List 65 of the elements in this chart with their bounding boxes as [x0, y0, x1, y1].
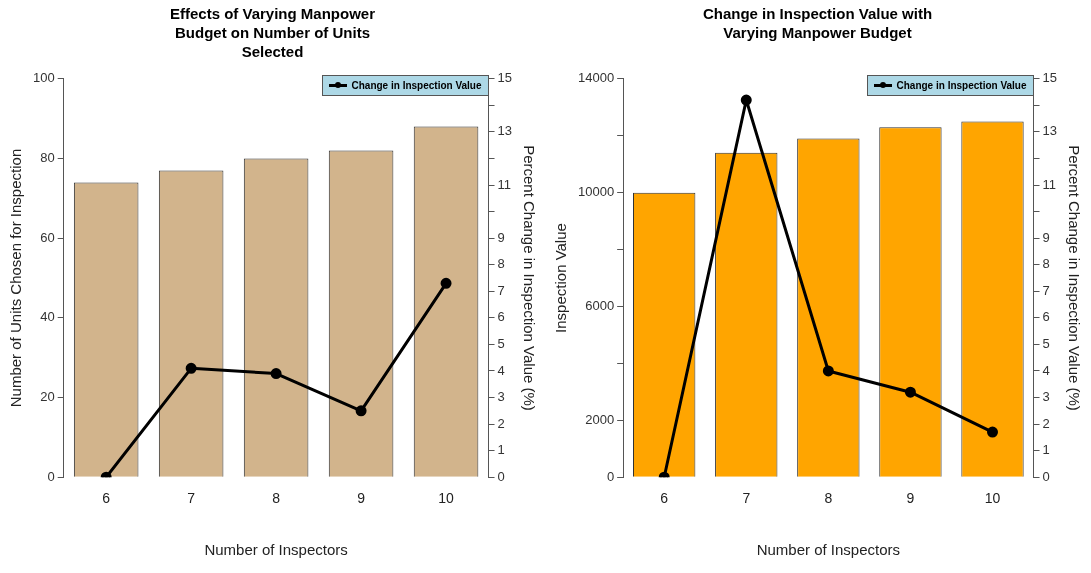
x-tick-label: 10 — [984, 490, 1001, 507]
point — [740, 94, 752, 106]
y2-tick-label: 5 — [497, 335, 505, 351]
point — [987, 426, 998, 438]
y2-tick-label: 0 — [1042, 468, 1050, 484]
x-axis-title: Number of Inspectors — [204, 541, 348, 559]
y-tick-label: 14000 — [577, 70, 615, 86]
y-axis-title: Inspection Value — [552, 223, 570, 333]
point — [822, 365, 834, 377]
y2-tick-label: 13 — [497, 123, 513, 139]
x-axis-title: Number of Inspectors — [756, 541, 901, 559]
y-tick-label: 2000 — [585, 411, 615, 427]
y2-tick-label: 9 — [497, 229, 505, 245]
y2-tick-label: 1 — [1042, 442, 1050, 458]
y2-tick-label: 15 — [497, 70, 513, 86]
y-axis-title: Number of Units Chosen for Inspection — [7, 148, 25, 408]
x-tick-label: 7 — [742, 490, 751, 507]
x-tick-label: 9 — [906, 490, 915, 507]
chart-title: Change in Inspection Value with Varying Manpower Budget — [701, 4, 934, 43]
y2-tick-label: 7 — [497, 282, 505, 298]
point — [270, 368, 282, 380]
x-tick-label: 6 — [660, 490, 669, 507]
y-tick-label: 0 — [47, 468, 55, 484]
x-tick-label: 10 — [438, 490, 455, 507]
y2-tick-label: 5 — [1042, 335, 1050, 351]
y-tick-label: 20 — [40, 389, 55, 405]
y2-tick-label: 13 — [1042, 123, 1058, 139]
y2-tick-label: 4 — [1042, 362, 1050, 378]
x-tick-label: 8 — [824, 490, 833, 507]
y2-tick-label: 3 — [497, 389, 505, 405]
x-tick-label: 7 — [187, 490, 196, 507]
point — [185, 362, 197, 374]
y2-tick-label: 11 — [1042, 176, 1057, 192]
y2-tick-label: 1 — [497, 442, 505, 458]
y2-tick-label: 0 — [497, 468, 505, 484]
x-tick-label: 9 — [357, 490, 366, 507]
y-tick-label: 80 — [40, 150, 55, 166]
y2-tick-label: 6 — [1042, 309, 1050, 325]
y2-axis-title: Percent Change in Inspection Value (%) — [1065, 145, 1083, 411]
y-tick-label: 6000 — [585, 298, 615, 314]
point — [904, 386, 916, 398]
point — [440, 277, 452, 289]
y2-tick-label: 2 — [497, 415, 505, 431]
point — [355, 405, 367, 417]
y2-tick-label: 8 — [497, 256, 505, 272]
y2-tick-label: 15 — [1042, 70, 1058, 86]
x-tick-label: 6 — [102, 490, 111, 507]
chart-title: Effects of Varying Manpower Budget on Number of Units Selected — [168, 4, 376, 62]
y-tick-label: 0 — [606, 468, 615, 484]
x-tick-label: 8 — [272, 490, 281, 507]
y2-tick-label: 3 — [1042, 389, 1050, 405]
y-tick-label: 60 — [40, 229, 55, 245]
y2-tick-label: 4 — [497, 362, 505, 378]
legend-label: Change in Inspection Value — [351, 79, 482, 91]
y2-tick-label: 9 — [1042, 229, 1050, 245]
y-tick-label: 10000 — [577, 184, 615, 200]
y-tick-label: 40 — [40, 309, 55, 325]
y2-tick-label: 8 — [1042, 256, 1050, 272]
y2-tick-label: 6 — [497, 309, 505, 325]
y2-axis-title: Percent Change in Inspection Value (%) — [520, 145, 538, 411]
y2-tick-label: 7 — [1042, 282, 1050, 298]
legend-label: Change in Inspection Value — [896, 79, 1027, 91]
y2-tick-label: 11 — [497, 176, 512, 192]
y2-tick-label: 2 — [1042, 415, 1050, 431]
y-tick-label: 100 — [32, 70, 55, 86]
